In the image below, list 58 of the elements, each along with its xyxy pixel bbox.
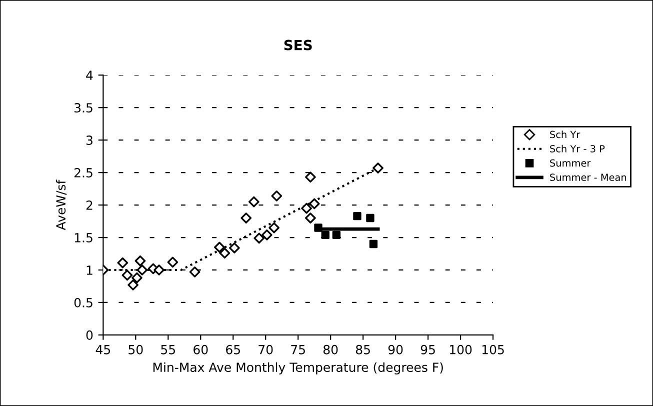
point: [304, 172, 316, 183]
point: [353, 212, 362, 220]
point: [134, 255, 146, 266]
point: [372, 162, 384, 174]
y-tick-label: 1: [86, 266, 92, 275]
point: [369, 240, 378, 248]
x-tick-label: 80: [323, 344, 338, 354]
legend-label: Summer: [550, 159, 591, 167]
x-tick-label: 65: [226, 344, 240, 354]
x-tick-label: 55: [161, 345, 176, 354]
point: [132, 272, 142, 284]
point: [214, 242, 225, 253]
point: [136, 264, 148, 276]
point: [304, 212, 316, 224]
x-tick-label: 45: [96, 345, 110, 354]
legend-label: Sch Yr - 3 P: [550, 144, 605, 152]
point: [254, 232, 265, 244]
y-tick-label: 1.5: [74, 233, 92, 242]
x-tick-label: 60: [194, 344, 208, 354]
y-tick-label: 2.5: [74, 168, 92, 178]
point: [366, 214, 374, 222]
point: [314, 224, 322, 232]
y-tick-label: 0.5: [74, 298, 92, 308]
point: [321, 230, 330, 240]
point: [122, 270, 133, 281]
x-tick-label: 90: [388, 344, 403, 354]
x-tick-label: 85: [356, 344, 370, 354]
point: [268, 222, 280, 234]
point: [228, 242, 240, 254]
x-tick-label: 95: [420, 344, 435, 354]
point: [189, 266, 200, 278]
point: [154, 264, 164, 276]
x-tick-label: 100: [450, 344, 472, 354]
y-tick-label: 3.5: [74, 103, 92, 113]
point: [248, 196, 260, 208]
point: [117, 257, 128, 268]
x-tick-label: 50: [128, 344, 143, 354]
y-tick-label: 2: [86, 200, 92, 210]
point: [261, 229, 272, 240]
x-tick-label: 105: [482, 344, 504, 354]
legend-label: Summer - Mean: [550, 174, 626, 181]
x-axis-title: Min-Max Ave Monthly Temperature (degrees F): [153, 362, 443, 374]
point: [332, 230, 341, 240]
y-tick-label: 0: [86, 330, 93, 340]
chart-title: SES: [284, 40, 312, 50]
point: [240, 212, 252, 224]
x-tick-label: 70: [258, 344, 273, 354]
point: [301, 202, 312, 214]
x-tick-label: 75: [291, 345, 305, 354]
legend-label: Sch Yr: [550, 130, 580, 138]
y-tick-label: 3: [86, 136, 92, 145]
point: [308, 198, 320, 210]
point: [219, 248, 230, 259]
point: [167, 256, 178, 268]
y-axis-title: AveW/sf: [56, 180, 67, 230]
point: [128, 279, 139, 290]
point: [271, 190, 282, 202]
y-tick-label: 4: [86, 70, 93, 80]
